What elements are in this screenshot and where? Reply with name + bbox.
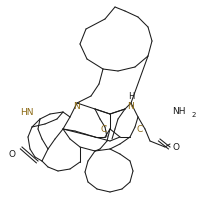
Text: C: C	[100, 125, 107, 134]
Text: O: O	[172, 143, 179, 152]
Text: H: H	[127, 92, 133, 101]
Text: N: N	[127, 102, 134, 111]
Text: NH: NH	[171, 107, 185, 116]
Text: HN: HN	[20, 108, 34, 117]
Text: N: N	[73, 102, 80, 111]
Text: C: C	[136, 125, 142, 134]
Text: 2: 2	[191, 111, 195, 118]
Text: O: O	[8, 150, 15, 159]
